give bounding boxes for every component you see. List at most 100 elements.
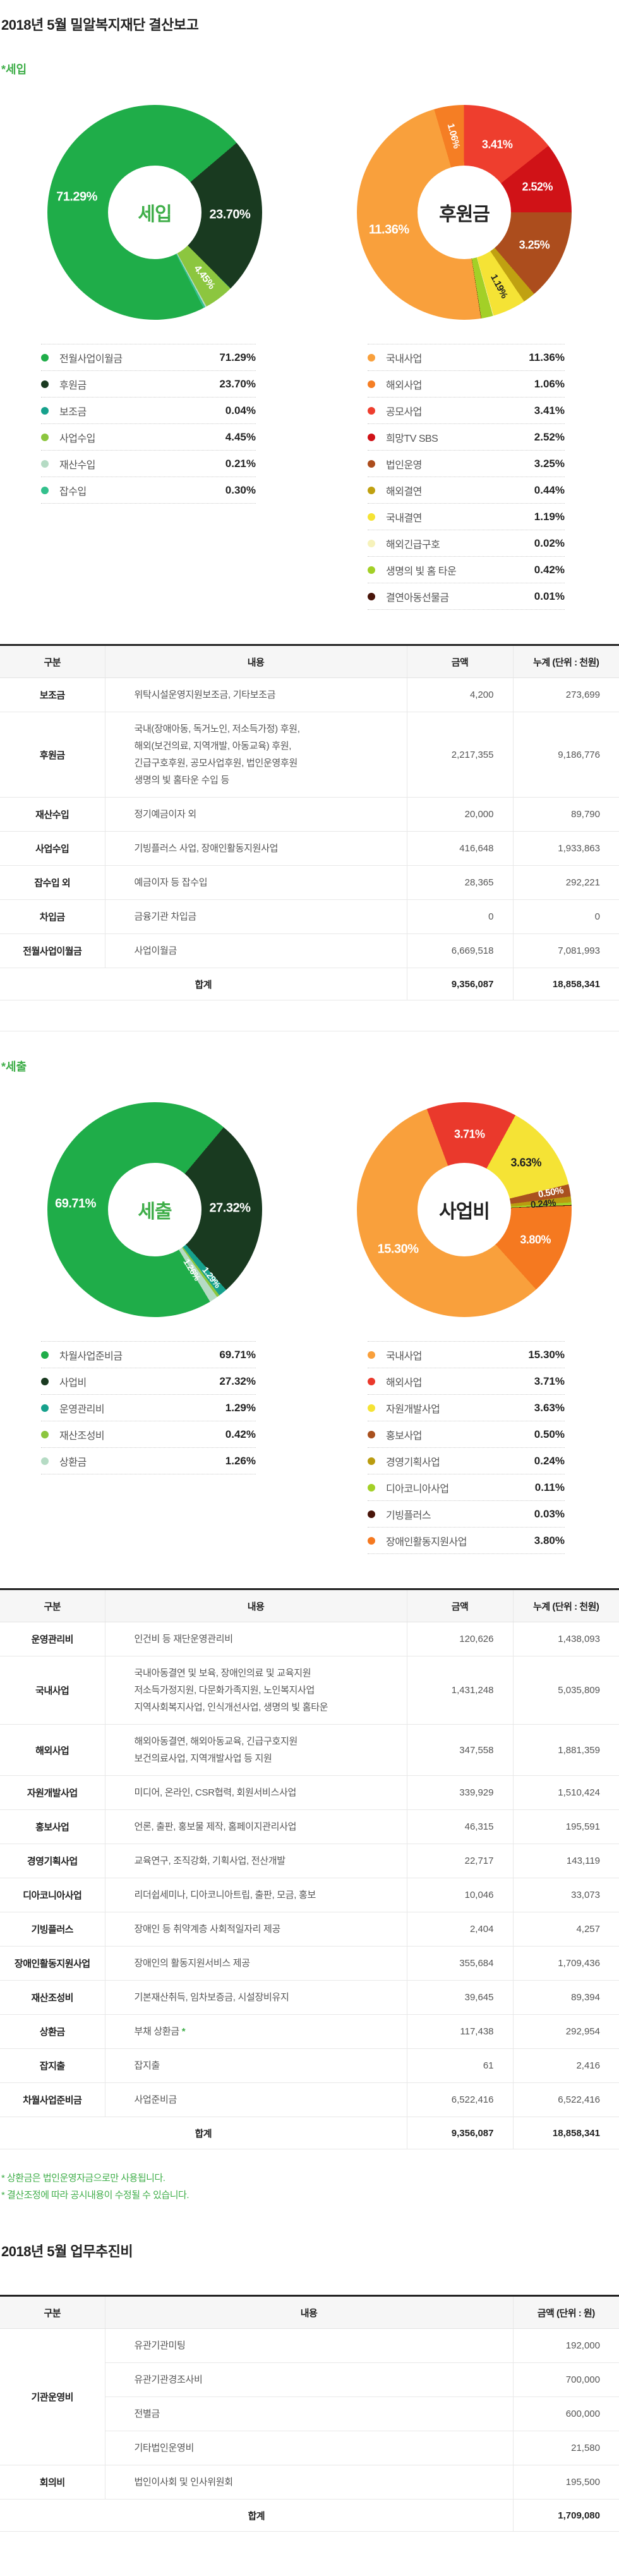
legend-item: 차월사업준비금 69.71% (41, 1342, 256, 1368)
legend-item: 결연아동선물금 0.01% (368, 583, 565, 610)
row-category: 경영기획사업 (0, 1844, 105, 1878)
legend-item-label: 보조금 (59, 406, 87, 418)
row-description: 잡지출 (104, 2048, 407, 2083)
description-line: 잡지출 (134, 2060, 160, 2071)
row-cumulative: 9,186,776 (512, 712, 619, 798)
table-row: 차입금 금융기관 차입금 0 0 (0, 899, 619, 934)
legend-color-dot-icon (368, 539, 375, 547)
row-category: 전월사업이월금 (0, 933, 105, 968)
legend-item-percent: 0.11% (534, 1481, 565, 1493)
row-amount: 39,645 (406, 1980, 513, 2015)
legend-item-label: 해외사업 (386, 1377, 422, 1388)
row-description: 국내아동결연 및 보육, 장애인의료 및 교육지원 저소득가정지원, 다문화가족지… (104, 1656, 407, 1725)
column-header: 누계 (단위 : 천원) (512, 1589, 619, 1622)
slice-percentage-label: 3.41% (481, 138, 513, 151)
total-amount: 1,709,080 (512, 2499, 619, 2532)
legend-item-percent: 0.21% (225, 457, 256, 470)
row-description: 리더쉽세미나, 디아코니아트립, 출판, 모금, 홍보 (104, 1878, 407, 1912)
legend-item: 사업수입 4.45% (41, 424, 256, 451)
description-line: 국내(장애아동, 독거노인, 저소득가정) 후원, (134, 724, 300, 734)
description-line: 언론, 출판, 홍보물 제작, 홈페이지관리사업 (134, 1821, 297, 1832)
legend-item-percent: 3.25% (534, 457, 565, 470)
donation-donut-chart: 후원금 11.36% 1.06% 3.41% 2.52% 3.25% 1.19% (357, 105, 572, 320)
row-category: 재산조성비 (0, 1980, 105, 2015)
table-row: 국내사업 국내아동결연 및 보육, 장애인의료 및 교육지원 저소득가정지원, 다문… (0, 1656, 619, 1725)
table-row: 경영기획사업 교육연구, 조직강화, 기획사업, 전산개발 22,717 143,11… (0, 1844, 619, 1878)
description-line: 리더쉽세미나, 디아코니아트립, 출판, 모금, 홍보 (134, 1890, 316, 1900)
slice-percentage-label: 2.52% (522, 180, 553, 193)
legend-item-label: 사업비 (59, 1377, 87, 1388)
legend-color-dot-icon (41, 1430, 49, 1438)
legend-item: 국내사업 11.36% (368, 344, 565, 371)
row-cumulative: 1,709,436 (512, 1946, 619, 1981)
row-amount: 20,000 (406, 797, 513, 832)
description-line: 예금이자 등 잡수입 (134, 877, 208, 888)
legend-item: 기빙플러스 0.03% (368, 1501, 565, 1528)
table-row: 기관운영비 유관기관미팅 192,000 (0, 2328, 619, 2465)
row-description: 법인이사회 및 인사위원회 (104, 2465, 513, 2500)
total-cumulative: 18,858,341 (512, 968, 619, 1000)
legend-color-dot-icon (368, 592, 375, 600)
legend-item-percent: 3.71% (534, 1375, 565, 1387)
legend-item-label: 국내사업 (386, 353, 422, 365)
legend-item-percent: 1.19% (534, 510, 565, 523)
revenue-legends-row: 전월사업이월금 71.29% 후원금 23.70% 보조금 0.04% 사업수입 4.45% 재… (0, 344, 619, 610)
legend-item-label: 전월사업이월금 (59, 353, 123, 365)
slice-percentage-label: 23.70% (209, 207, 251, 222)
legend-item: 생명의 빛 홈 타운 0.42% (368, 557, 565, 583)
legend-item-label: 결연아동선물금 (386, 592, 449, 604)
row-amount: 2,404 (406, 1912, 513, 1947)
legend-color-dot-icon (41, 353, 49, 361)
description-line: 교육연구, 조직강화, 기획사업, 전산개발 (134, 1856, 286, 1866)
row-amount: 416,648 (406, 831, 513, 866)
table-row: 보조금 위탁시설운영지원보조금, 기타보조금 4,200 273,699 (0, 677, 619, 712)
slice-percentage-label: 3.25% (519, 238, 550, 252)
row-category: 디아코니아사업 (0, 1878, 105, 1912)
row-description: 기본재산취득, 임차보증금, 시설장비유지 (104, 1980, 407, 2015)
row-amount: 195,500 (512, 2465, 619, 2500)
description-line: 장애인의 활동지원서비스 제공 (134, 1958, 251, 1969)
table-row: 사업수입 기빙플러스 사업, 장애인활동지원사업 416,648 1,933,863 (0, 831, 619, 866)
row-amount: 1,431,248 (406, 1656, 513, 1725)
row-description: 사업준비금 (104, 2082, 407, 2117)
expense-table: 구분 내용 금액 누계 (단위 : 천원) 운영관리비 인건비 등 재단운영관리비 120,… (0, 1588, 619, 2149)
legend-item-label: 생명의 빛 홈 타운 (386, 566, 457, 577)
program-cost-legend-col: 국내사업 15.30% 해외사업 3.71% 자원개발사업 3.63% 홍보사업 0.50% 경… (310, 1341, 619, 1554)
table-row: 차월사업준비금 사업준비금 6,522,416 6,522,416 (0, 2082, 619, 2117)
legend-item-label: 공모사업 (386, 406, 422, 418)
row-category: 차월사업준비금 (0, 2082, 105, 2117)
legend-item-percent: 11.36% (529, 351, 565, 363)
legend-item-percent: 15.30% (528, 1348, 565, 1361)
legend-color-dot-icon (41, 486, 49, 494)
legend-item: 해외사업 3.71% (368, 1368, 565, 1395)
row-amount: 28,365 (406, 865, 513, 900)
description-line: 부채 상환금 * (134, 2026, 186, 2037)
description-line: 사업이월금 (134, 945, 177, 956)
row-cumulative: 33,073 (512, 1878, 619, 1912)
legend-item-percent: 3.80% (534, 1534, 565, 1546)
column-header: 내용 (104, 645, 407, 678)
row-category: 기빙플러스 (0, 1912, 105, 1947)
row-category: 보조금 (0, 677, 105, 712)
row-description: 부채 상환금 * (104, 2014, 407, 2049)
row-cumulative: 1,881,359 (512, 1724, 619, 1776)
legend-item-percent: 69.71% (219, 1348, 256, 1361)
description-line: 금융기관 차입금 (134, 911, 197, 922)
footnote: * 상환금은 법인운영자금으로만 사용됩니다. (1, 2173, 165, 2184)
legend-item-percent: 2.52% (534, 430, 565, 443)
table-row: 해외사업 해외아동결연, 해외아동교육, 긴급구호지원 보건의료사업, 지역개발사업… (0, 1724, 619, 1776)
row-cumulative: 292,221 (512, 865, 619, 900)
legend-item-percent: 0.02% (534, 537, 565, 549)
expense-legend-col: 차월사업준비금 69.71% 사업비 27.32% 운영관리비 1.29% 재산조성비 0.4… (0, 1341, 310, 1474)
expense-legend: 차월사업준비금 69.71% 사업비 27.32% 운영관리비 1.29% 재산조성비 0.4… (41, 1341, 256, 1474)
footnote-star: * (181, 2026, 186, 2037)
legend-item-percent: 1.26% (225, 1454, 256, 1467)
description-line: 사업준비금 (134, 2094, 177, 2105)
column-header: 구분 (0, 2295, 105, 2329)
row-amount: 6,669,518 (406, 933, 513, 968)
legend-item-percent: 0.04% (225, 404, 256, 416)
legend-item-percent: 0.44% (534, 483, 565, 496)
legend-item-percent: 0.42% (534, 563, 565, 576)
row-cumulative: 0 (512, 899, 619, 934)
total-amount: 9,356,087 (406, 2117, 513, 2149)
